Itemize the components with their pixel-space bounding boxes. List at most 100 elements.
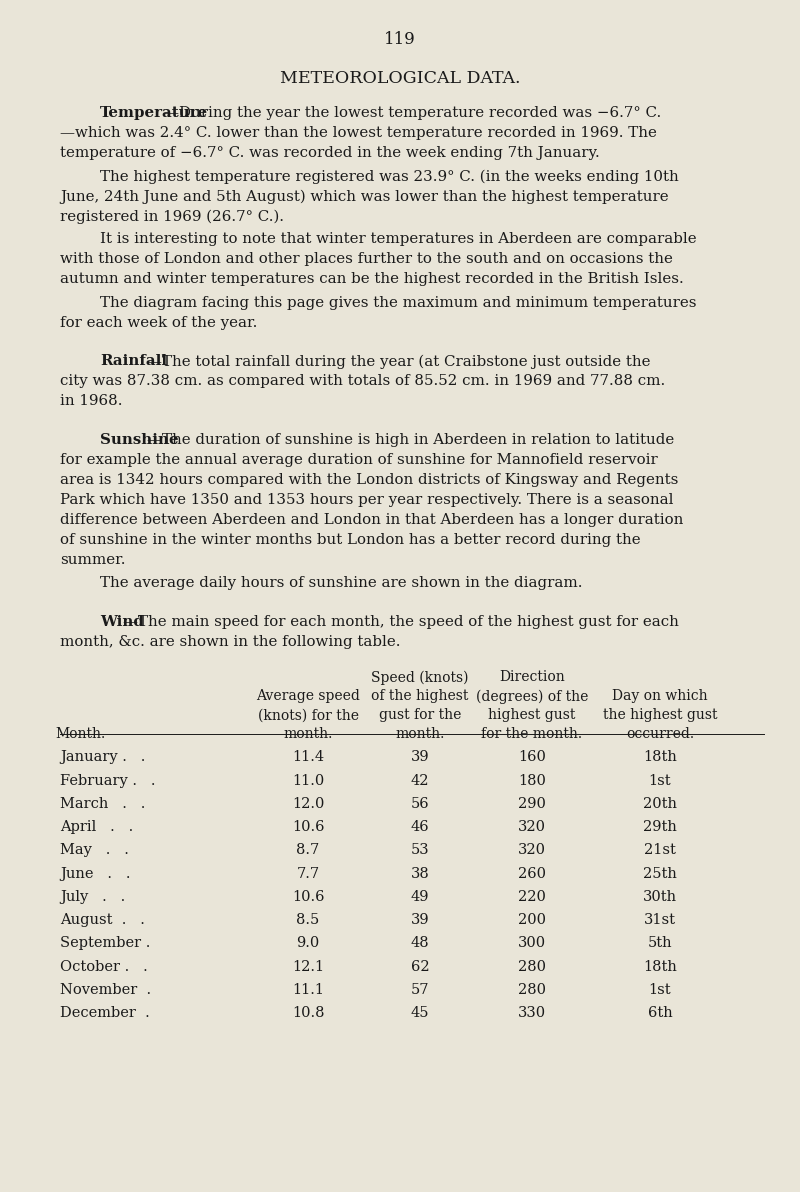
Text: April   .   .: April . . [60, 820, 134, 834]
Text: February .   .: February . . [60, 774, 155, 788]
Text: 18th: 18th [643, 751, 677, 764]
Text: Day on which: Day on which [612, 689, 708, 703]
Text: 21st: 21st [644, 844, 676, 857]
Text: 280: 280 [518, 960, 546, 974]
Text: 160: 160 [518, 751, 546, 764]
Text: 7.7: 7.7 [297, 867, 319, 881]
Text: 45: 45 [410, 1006, 430, 1020]
Text: 29th: 29th [643, 820, 677, 834]
Text: the highest gust: the highest gust [602, 708, 718, 722]
Text: of the highest: of the highest [371, 689, 469, 703]
Text: —The total rainfall during the year (at Craibstone just outside the: —The total rainfall during the year (at … [146, 354, 650, 368]
Text: 119: 119 [384, 31, 416, 48]
Text: 320: 320 [518, 844, 546, 857]
Text: 8.7: 8.7 [296, 844, 320, 857]
Text: 11.4: 11.4 [292, 751, 324, 764]
Text: July   .   .: July . . [60, 890, 126, 904]
Text: (knots) for the: (knots) for the [258, 708, 358, 722]
Text: September .: September . [60, 937, 150, 950]
Text: 62: 62 [410, 960, 430, 974]
Text: 25th: 25th [643, 867, 677, 881]
Text: 30th: 30th [643, 890, 677, 904]
Text: month.: month. [395, 727, 445, 741]
Text: August  .   .: August . . [60, 913, 145, 927]
Text: 11.0: 11.0 [292, 774, 324, 788]
Text: The highest temperature registered was 23.9° C. (in the weeks ending 10th: The highest temperature registered was 2… [100, 169, 678, 184]
Text: Speed (knots): Speed (knots) [371, 670, 469, 684]
Text: Direction: Direction [499, 670, 565, 684]
Text: 9.0: 9.0 [296, 937, 320, 950]
Text: Average speed: Average speed [256, 689, 360, 703]
Text: It is interesting to note that winter temperatures in Aberdeen are comparable: It is interesting to note that winter te… [100, 232, 697, 247]
Text: METEOROLOGICAL DATA.: METEOROLOGICAL DATA. [280, 70, 520, 87]
Text: —During the year the lowest temperature recorded was −6.7° C.: —During the year the lowest temperature … [164, 106, 662, 120]
Text: 260: 260 [518, 867, 546, 881]
Text: 31st: 31st [644, 913, 676, 927]
Text: 11.1: 11.1 [292, 983, 324, 997]
Text: temperature of −6.7° C. was recorded in the week ending 7th January.: temperature of −6.7° C. was recorded in … [60, 147, 600, 160]
Text: 200: 200 [518, 913, 546, 927]
Text: 10.8: 10.8 [292, 1006, 324, 1020]
Text: 8.5: 8.5 [296, 913, 320, 927]
Text: for each week of the year.: for each week of the year. [60, 316, 258, 330]
Text: 290: 290 [518, 797, 546, 811]
Text: Temperature: Temperature [100, 106, 208, 120]
Text: occurred.: occurred. [626, 727, 694, 741]
Text: Park which have 1350 and 1353 hours per year respectively. There is a seasonal: Park which have 1350 and 1353 hours per … [60, 493, 674, 507]
Text: 1st: 1st [649, 983, 671, 997]
Text: 280: 280 [518, 983, 546, 997]
Text: June   .   .: June . . [60, 867, 130, 881]
Text: 39: 39 [410, 751, 430, 764]
Text: 300: 300 [518, 937, 546, 950]
Text: December  .: December . [60, 1006, 150, 1020]
Text: 320: 320 [518, 820, 546, 834]
Text: 53: 53 [410, 844, 430, 857]
Text: Sunshine: Sunshine [100, 433, 178, 447]
Text: autumn and winter temperatures can be the highest recorded in the British Isles.: autumn and winter temperatures can be th… [60, 273, 684, 286]
Text: in 1968.: in 1968. [60, 395, 122, 409]
Text: 57: 57 [410, 983, 430, 997]
Text: —The duration of sunshine is high in Aberdeen in relation to latitude: —The duration of sunshine is high in Abe… [146, 433, 674, 447]
Text: month.: month. [283, 727, 333, 741]
Text: November  .: November . [60, 983, 151, 997]
Text: June, 24th June and 5th August) which was lower than the highest temperature: June, 24th June and 5th August) which wa… [60, 190, 669, 204]
Text: January .   .: January . . [60, 751, 146, 764]
Text: 330: 330 [518, 1006, 546, 1020]
Text: May   .   .: May . . [60, 844, 129, 857]
Text: highest gust: highest gust [488, 708, 576, 722]
Text: city was 87.38 cm. as compared with totals of 85.52 cm. in 1969 and 77.88 cm.: city was 87.38 cm. as compared with tota… [60, 374, 666, 389]
Text: area is 1342 hours compared with the London districts of Kingsway and Regents: area is 1342 hours compared with the Lon… [60, 473, 678, 488]
Text: 1st: 1st [649, 774, 671, 788]
Text: 180: 180 [518, 774, 546, 788]
Text: for example the annual average duration of sunshine for Mannofield reservoir: for example the annual average duration … [60, 453, 658, 467]
Text: summer.: summer. [60, 553, 126, 567]
Text: 10.6: 10.6 [292, 890, 324, 904]
Text: 18th: 18th [643, 960, 677, 974]
Text: 6th: 6th [648, 1006, 672, 1020]
Text: (degrees) of the: (degrees) of the [476, 689, 588, 703]
Text: 48: 48 [410, 937, 430, 950]
Text: 49: 49 [410, 890, 430, 904]
Text: The diagram facing this page gives the maximum and minimum temperatures: The diagram facing this page gives the m… [100, 296, 697, 310]
Text: month, &c. are shown in the following table.: month, &c. are shown in the following ta… [60, 635, 401, 648]
Text: 5th: 5th [648, 937, 672, 950]
Text: 39: 39 [410, 913, 430, 927]
Text: 56: 56 [410, 797, 430, 811]
Text: 12.0: 12.0 [292, 797, 324, 811]
Text: —The main speed for each month, the speed of the highest gust for each: —The main speed for each month, the spee… [123, 615, 679, 629]
Text: 220: 220 [518, 890, 546, 904]
Text: Wind: Wind [100, 615, 144, 629]
Text: October .   .: October . . [60, 960, 148, 974]
Text: gust for the: gust for the [379, 708, 461, 722]
Text: —which was 2.4° C. lower than the lowest temperature recorded in 1969. The: —which was 2.4° C. lower than the lowest… [60, 126, 657, 141]
Text: Rainfall: Rainfall [100, 354, 167, 368]
Text: 38: 38 [410, 867, 430, 881]
Text: The average daily hours of sunshine are shown in the diagram.: The average daily hours of sunshine are … [100, 576, 582, 590]
Text: for the month.: for the month. [482, 727, 582, 741]
Text: 12.1: 12.1 [292, 960, 324, 974]
Text: of sunshine in the winter months but London has a better record during the: of sunshine in the winter months but Lon… [60, 533, 641, 547]
Text: 42: 42 [410, 774, 430, 788]
Text: 20th: 20th [643, 797, 677, 811]
Text: with those of London and other places further to the south and on occasions the: with those of London and other places fu… [60, 253, 673, 267]
Text: 46: 46 [410, 820, 430, 834]
